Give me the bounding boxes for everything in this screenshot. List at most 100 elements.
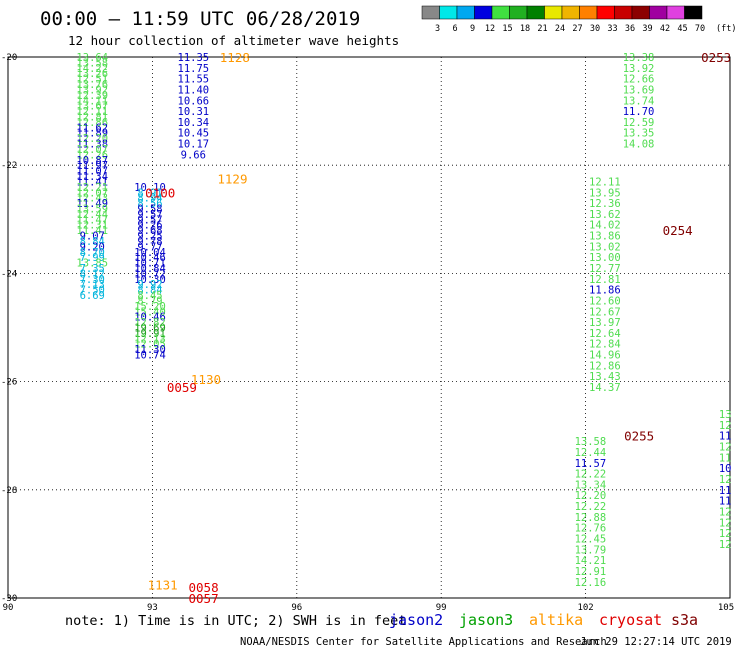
lat-tick-label: -26: [1, 378, 17, 388]
footer-note: note: 1) Time is in UTC; 2) SWH is in fe…: [65, 613, 406, 629]
map-frame: [7, 56, 731, 599]
swh-value: 13.59: [76, 203, 108, 215]
swh-value: 12.11: [589, 176, 621, 188]
swh-value: 9.20: [80, 241, 105, 253]
swh-value: 11.07: [76, 166, 108, 178]
lat-tick-label: -28: [1, 486, 17, 496]
swh-value: 13.79: [575, 544, 607, 556]
colorbar-swatch: [474, 5, 493, 20]
swh-value: 11.75: [178, 63, 210, 75]
swh-value: 12.20: [76, 133, 108, 145]
swh-value: 14.02: [589, 220, 621, 232]
swh-value: 11.62: [76, 122, 108, 134]
swh-value: 12.44: [76, 209, 108, 221]
colorbar-swatch: [526, 5, 545, 20]
swh-value: 8.70: [80, 247, 105, 259]
swh-value: 15.40: [134, 306, 166, 318]
swh-value: 11.70: [623, 106, 655, 118]
swh-value: 9.66: [181, 149, 206, 161]
colorbar-label: 15: [502, 24, 512, 34]
swh-value: 12.07: [76, 144, 108, 156]
swh-value: 11.55: [178, 74, 210, 86]
swh-value: 12: [719, 539, 732, 551]
pass-time-label: 0254: [663, 223, 693, 238]
swh-value: 11.49: [76, 198, 108, 210]
colorbar-label: 42: [660, 24, 670, 34]
swh-value: 11.89: [76, 128, 108, 140]
swh-value: 12.22: [575, 501, 607, 513]
swh-value: 13.92: [76, 84, 108, 96]
swh-value: 13.67: [76, 101, 108, 113]
swh-value: 11: [719, 496, 732, 508]
swh-value: 12.86: [589, 360, 621, 372]
swh-value: 13.62: [589, 209, 621, 221]
swh-value: 9.26: [137, 220, 162, 232]
colorbar-label: 12: [485, 24, 495, 34]
lon-tick-label: 99: [436, 603, 447, 613]
swh-value: 13.86: [589, 231, 621, 243]
swh-value: 11: [719, 452, 732, 464]
swh-value: 6.69: [80, 290, 105, 302]
swh-value: 11.57: [575, 458, 607, 470]
swh-value: 8.79: [137, 295, 162, 307]
swh-value: 12.26: [76, 149, 108, 161]
pass-time-label: 1130: [191, 372, 221, 387]
colorbar-label: 3: [435, 24, 440, 34]
legend-cryosat: cryosat: [599, 611, 662, 629]
swh-value: 8.84: [137, 285, 162, 297]
swh-value: 9.58: [137, 203, 162, 215]
swh-value: 13: [719, 409, 732, 421]
swh-value: 12.16: [575, 577, 607, 589]
swh-value: 9.07: [80, 231, 105, 243]
lat-tick-label: -30: [1, 594, 17, 604]
colorbar-swatch: [631, 5, 650, 20]
colorbar-label: 18: [520, 24, 530, 34]
colorbar-swatch: [421, 5, 440, 20]
swh-value: 13.02: [589, 241, 621, 253]
swh-value: 11: [719, 485, 732, 497]
swh-value: 10.72: [134, 268, 166, 280]
swh-value: 11.30: [134, 344, 166, 356]
swh-value: 13.43: [589, 371, 621, 383]
pass-time-label: 1128: [220, 50, 250, 65]
swh-value: 10.31: [178, 106, 210, 118]
swh-value: 14.22: [76, 63, 108, 75]
swh-value: 8.94: [137, 193, 162, 205]
lon-tick-label: 96: [291, 603, 302, 613]
swh-value: 12.76: [575, 523, 607, 535]
swh-value: 9.78: [137, 236, 162, 248]
satellite-legend: jason2 jason3 altika cryosat s3a: [389, 611, 698, 629]
colorbar-swatch: [596, 5, 615, 20]
swh-value: 12.60: [589, 295, 621, 307]
swh-value: 10.84: [134, 263, 166, 275]
swh-value: 10.87: [76, 155, 108, 167]
swh-value: 7.30: [80, 274, 105, 286]
colorbar-swatch: [456, 5, 475, 20]
pass-time-label: 0100: [145, 185, 175, 200]
swh-value: 10.30: [134, 274, 166, 286]
colorbar-swatch: [509, 5, 528, 20]
pass-time-label: 1131: [148, 577, 178, 592]
swh-value: 13.76: [76, 79, 108, 91]
swh-value: 10.10: [134, 182, 166, 194]
swh-value: 10.74: [134, 350, 166, 362]
swh-value: 9.92: [137, 279, 162, 291]
swh-value: 19.69: [134, 323, 166, 335]
swh-value: 13.34: [575, 479, 607, 491]
swh-value: 12.39: [76, 90, 108, 102]
swh-value: 12.44: [575, 447, 607, 459]
colorbar-label: 33: [607, 24, 617, 34]
footer-credit: NOAA/NESDIS Center for Satellite Applica…: [240, 636, 607, 648]
swh-value: 10.45: [178, 128, 210, 140]
swh-value: 14.37: [589, 382, 621, 394]
swh-value: 12.22: [575, 469, 607, 481]
swh-value: 12.51: [76, 74, 108, 86]
colorbar-swatch: [439, 5, 458, 20]
colorbar-swatch: [649, 5, 668, 20]
lat-tick-label: -22: [1, 161, 17, 171]
swh-value: 12.66: [623, 74, 655, 86]
swh-value: 12.77: [589, 263, 621, 275]
swh-value: 10.04: [134, 247, 166, 259]
colorbar-label: 6: [452, 24, 457, 34]
